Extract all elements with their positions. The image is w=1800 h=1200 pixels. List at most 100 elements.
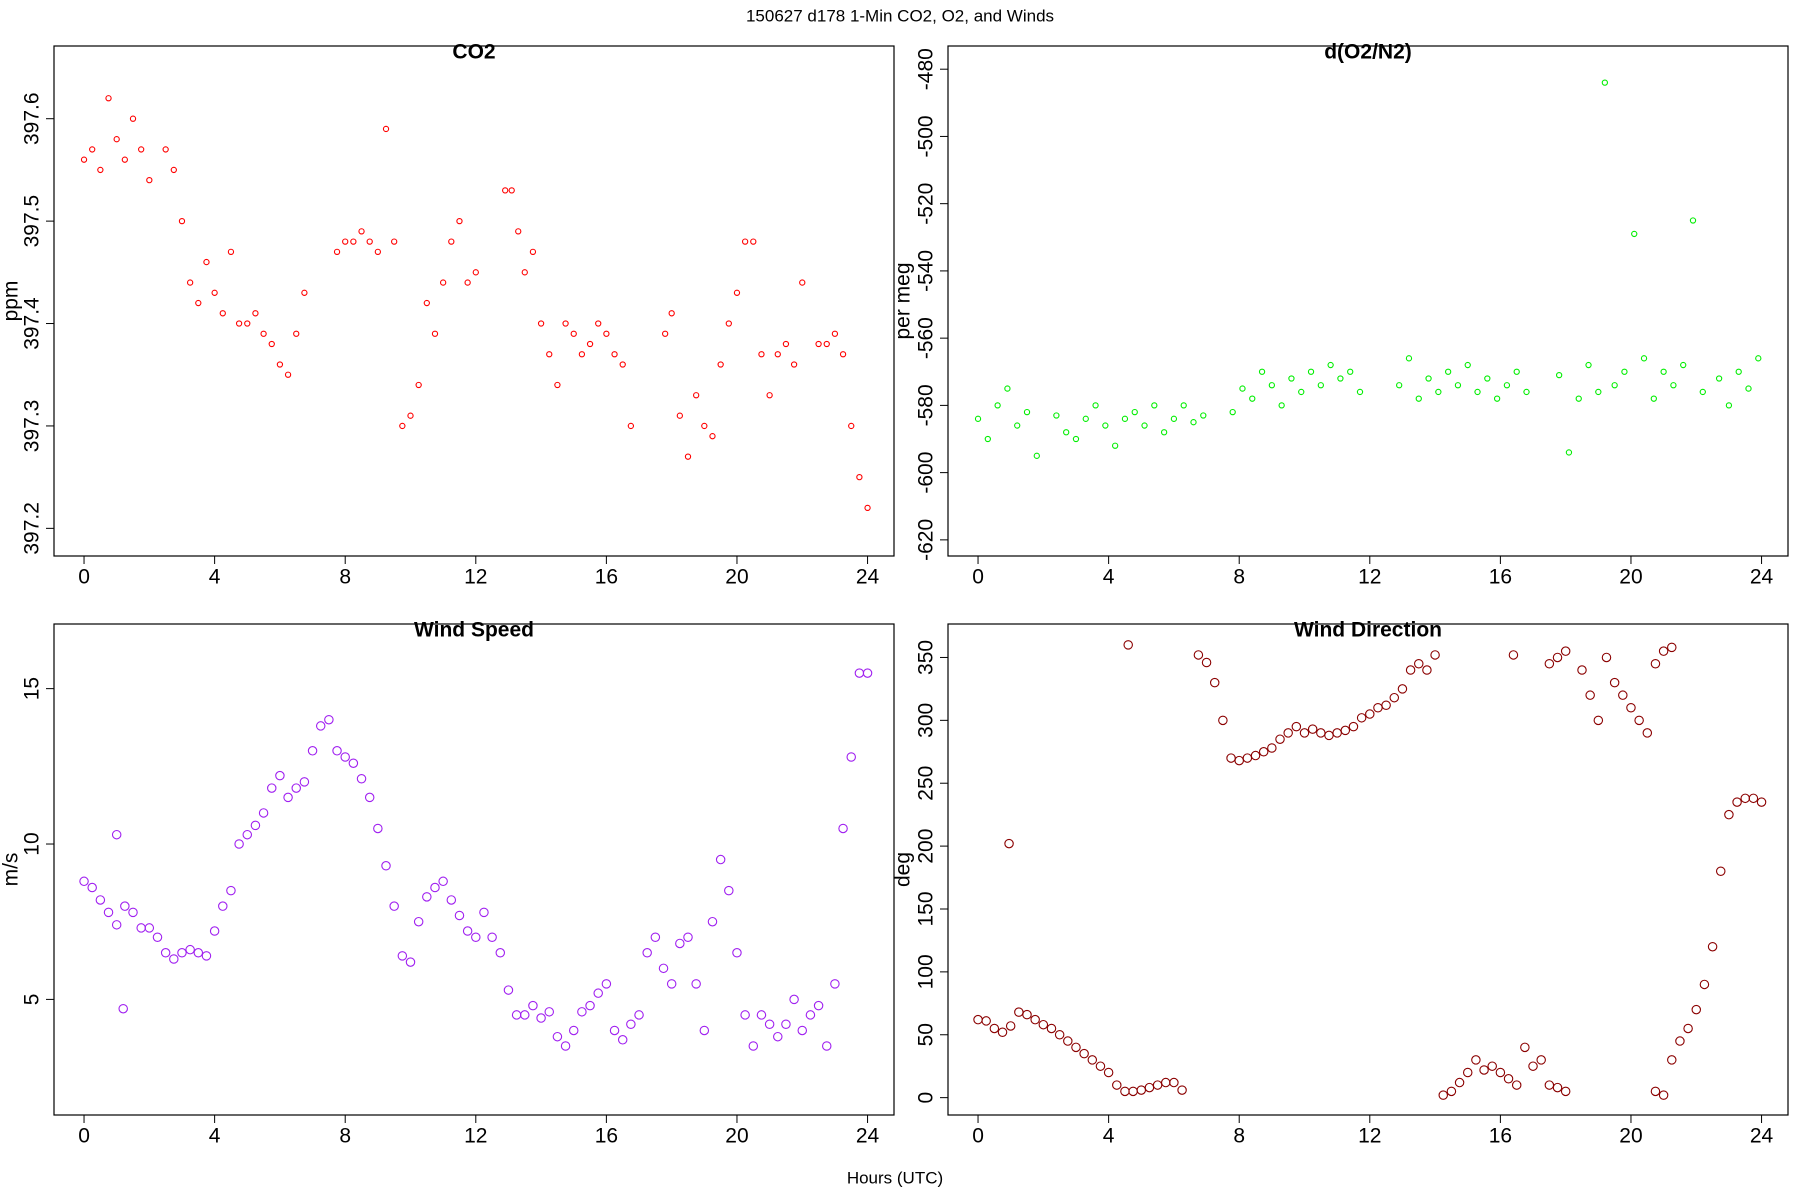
point [1425,375,1432,382]
point [709,433,716,440]
point [831,330,839,337]
point [1405,355,1413,362]
point [1471,1055,1481,1065]
point [627,422,635,430]
y-tick-label: 0 [915,1092,938,1104]
point [1715,375,1723,382]
point [121,156,128,163]
point [1072,435,1080,443]
y-tick-label: 100 [915,954,938,989]
point [1229,408,1236,416]
point [1454,1077,1465,1088]
y-tick-label: 50 [915,1023,938,1046]
point [823,340,830,348]
point [464,279,471,286]
point [699,1025,710,1036]
point [797,1025,808,1036]
point [733,289,741,296]
x-tick-label: 8 [339,1125,351,1148]
point [725,320,732,327]
point [750,238,757,245]
point [691,979,701,989]
point [503,985,514,995]
point [1170,415,1178,422]
point [95,895,106,905]
point [79,876,89,887]
point [619,361,626,368]
x-tick-label: 12 [1358,1125,1381,1148]
point [1226,753,1236,763]
point [301,289,308,296]
y-tick-label: -580 [915,384,938,426]
point [162,146,169,153]
point [201,951,212,961]
point [1239,385,1246,392]
point [226,885,236,896]
point [1131,408,1138,416]
point [773,1031,783,1042]
point [1464,361,1471,369]
point [1560,646,1571,656]
point [1389,692,1400,703]
x-tick-label: 20 [1619,1125,1642,1148]
point [136,923,146,933]
point [227,248,235,255]
point [603,330,610,337]
point [118,1003,128,1014]
y-tick-label: 200 [915,829,938,864]
point [1585,690,1595,700]
point [1004,838,1014,849]
point [1121,415,1129,422]
point [1234,755,1244,766]
point [1658,1090,1669,1100]
point [1474,388,1481,396]
point [1103,1067,1114,1078]
point [593,988,603,998]
point [1667,1055,1677,1065]
point [333,248,341,255]
point [536,1013,546,1023]
point [1337,375,1344,382]
point [560,1041,571,1051]
point [1268,382,1276,389]
point [209,926,220,936]
point [1748,793,1759,804]
point [846,752,856,762]
point [105,95,112,102]
x-tick-label: 12 [464,566,487,589]
point [244,320,251,327]
point [374,248,382,255]
point [617,1035,628,1045]
point [219,310,226,317]
point [1151,402,1158,409]
point [283,792,293,803]
point [1340,725,1351,736]
point [693,392,700,399]
point [1715,866,1726,877]
point [1193,650,1204,660]
point [1071,1042,1081,1053]
point [650,932,661,942]
point [1621,368,1628,375]
point [570,330,577,337]
point [1307,368,1315,375]
point [332,746,342,756]
point [528,1000,538,1011]
point [1356,713,1367,723]
point [683,932,693,942]
x-tick-label: 24 [1750,1125,1774,1148]
point [1544,658,1555,669]
point [724,885,734,896]
y-tick-label: 397.5 [21,195,44,248]
point [1123,640,1133,650]
point [1650,395,1657,402]
point [1141,422,1148,429]
point [1732,797,1742,807]
point [170,166,177,174]
point [1683,1023,1693,1034]
point [1699,979,1710,990]
point [658,963,669,974]
point [203,258,210,266]
point [1544,1080,1555,1090]
y-tick-label: -600 [915,452,938,494]
